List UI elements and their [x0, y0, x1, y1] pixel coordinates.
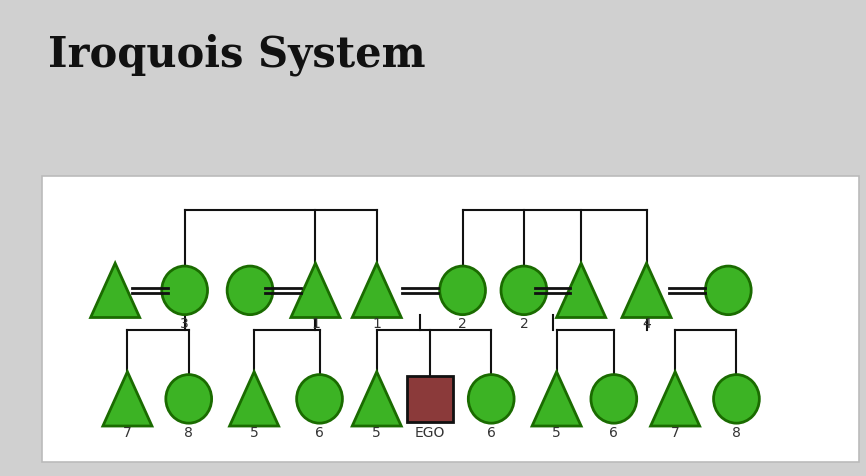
Polygon shape — [91, 263, 139, 317]
Ellipse shape — [469, 375, 514, 423]
Text: 1: 1 — [311, 317, 320, 331]
Polygon shape — [557, 263, 605, 317]
Text: 8: 8 — [732, 426, 741, 440]
Text: 6: 6 — [487, 426, 495, 440]
Text: 8: 8 — [184, 426, 193, 440]
Bar — [407, 376, 453, 422]
Ellipse shape — [706, 266, 751, 315]
Polygon shape — [650, 372, 700, 426]
Text: 7: 7 — [123, 426, 132, 440]
Ellipse shape — [227, 266, 273, 315]
Ellipse shape — [714, 375, 759, 423]
Text: 3: 3 — [180, 317, 189, 331]
FancyBboxPatch shape — [42, 176, 859, 462]
Ellipse shape — [440, 266, 486, 315]
Polygon shape — [103, 372, 152, 426]
Ellipse shape — [165, 375, 211, 423]
Polygon shape — [532, 372, 581, 426]
Polygon shape — [352, 372, 401, 426]
Ellipse shape — [162, 266, 208, 315]
Text: 5: 5 — [372, 426, 381, 440]
Text: 2: 2 — [458, 317, 467, 331]
Ellipse shape — [501, 266, 546, 315]
Polygon shape — [352, 263, 401, 317]
Text: 6: 6 — [610, 426, 618, 440]
Text: 1: 1 — [372, 317, 381, 331]
Text: EGO: EGO — [415, 426, 445, 440]
Text: Iroquois System: Iroquois System — [48, 33, 425, 76]
Text: 5: 5 — [553, 426, 561, 440]
Polygon shape — [291, 263, 340, 317]
Text: 5: 5 — [249, 426, 258, 440]
Text: 4: 4 — [643, 317, 651, 331]
Polygon shape — [229, 372, 279, 426]
Text: 7: 7 — [671, 426, 680, 440]
Text: 2: 2 — [520, 317, 528, 331]
Ellipse shape — [297, 375, 342, 423]
Polygon shape — [622, 263, 671, 317]
Text: 6: 6 — [315, 426, 324, 440]
Ellipse shape — [591, 375, 637, 423]
